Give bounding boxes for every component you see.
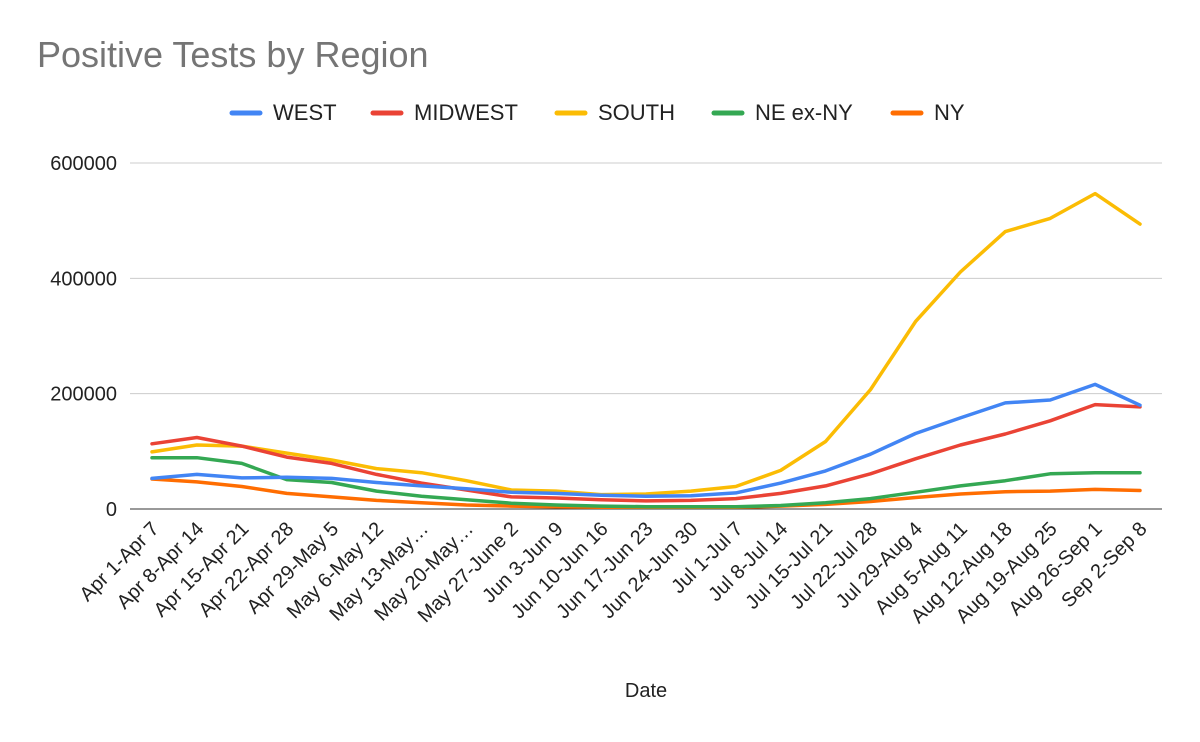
legend-label: NY <box>934 100 965 125</box>
legend-label: NE ex-NY <box>755 100 853 125</box>
legend: WEST MIDWEST SOUTH NE ex-NY NY <box>229 100 965 125</box>
y-tick-label: 0 <box>106 499 117 521</box>
series-line-midwest <box>150 402 1142 503</box>
series-line-ne-ex-ny <box>150 455 1142 509</box>
series-lines <box>150 191 1142 510</box>
x-axis-title: Date <box>625 680 667 702</box>
y-tick-label: 600000 <box>50 153 117 175</box>
y-tick-label: 200000 <box>50 384 117 406</box>
legend-label: MIDWEST <box>414 100 518 125</box>
legend-label: WEST <box>273 100 337 125</box>
y-tick-label: 400000 <box>50 268 117 290</box>
gridlines <box>130 162 1162 510</box>
y-axis-ticks: 0 200000 400000 600000 <box>50 153 117 521</box>
series-line-west <box>150 382 1142 499</box>
chart-title: Positive Tests by Region <box>37 34 429 75</box>
legend-label: SOUTH <box>598 100 675 125</box>
series-line-south <box>150 191 1142 497</box>
